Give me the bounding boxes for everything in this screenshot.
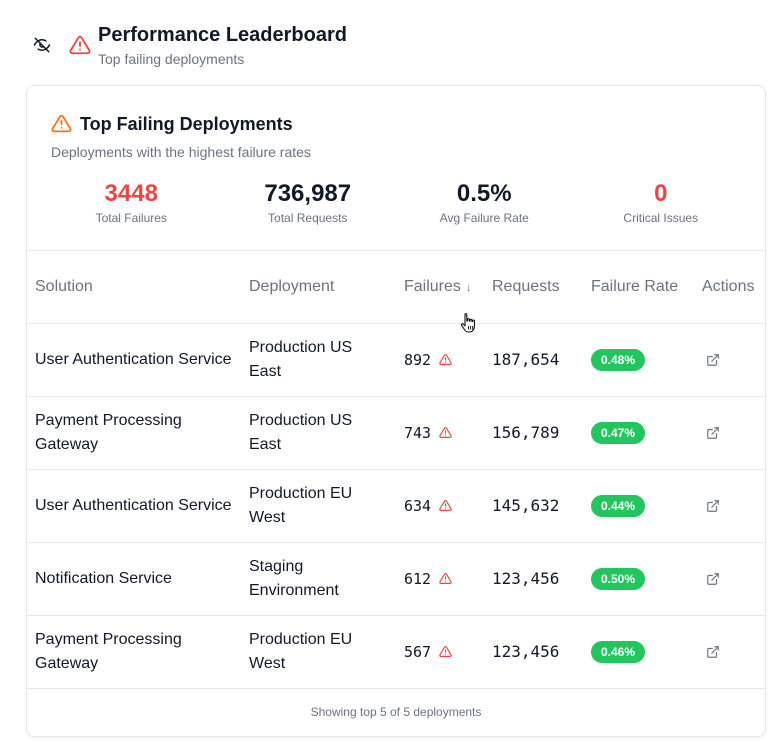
cell-failures: 612 (396, 542, 484, 616)
failures-value: 567 (404, 642, 432, 661)
card-title: Top Failing Deployments (80, 114, 293, 134)
failures-value: 743 (404, 423, 432, 442)
table-row[interactable]: User Authentication Service Production E… (27, 469, 765, 543)
cell-deployment: Production US East (241, 396, 396, 470)
failure-rate-badge: 0.48% (591, 349, 646, 371)
eye-off-icon[interactable] (33, 36, 51, 54)
cell-requests: 123,456 (484, 542, 583, 616)
cell-failures: 892 (396, 323, 484, 397)
failure-rate-badge: 0.44% (591, 495, 646, 517)
cell-deployment: Staging Environment (241, 542, 396, 616)
external-link-icon[interactable] (706, 645, 720, 659)
stat-value: 0.5% (456, 180, 512, 207)
column-header-failure-rate[interactable]: Failure Rate (583, 250, 694, 324)
stat-value: 736,987 (264, 180, 352, 207)
card-subtitle: Deployments with the highest failure rat… (51, 144, 311, 160)
cell-failures: 743 (396, 396, 484, 470)
column-header-solution[interactable]: Solution (27, 250, 241, 324)
table-header-row: Solution Deployment Failures ↓ Requests F… (27, 250, 765, 324)
alert-triangle-icon (69, 35, 91, 55)
cell-failure-rate: 0.46% (583, 615, 694, 689)
page-title: Performance Leaderboard (98, 24, 347, 46)
failure-rate-badge: 0.47% (591, 422, 646, 444)
leaderboard-card: Top Failing Deployments Deployments with… (26, 85, 766, 737)
table-row[interactable]: Payment Processing Gateway Production US… (27, 396, 765, 470)
table-row[interactable]: Payment Processing Gateway Production EU… (27, 615, 765, 689)
cell-requests: 156,789 (484, 396, 583, 470)
alert-triangle-icon (439, 427, 452, 438)
summary-stats: 3448 Total Failures 736,987 Total Reques… (43, 180, 749, 230)
external-link-icon[interactable] (706, 353, 720, 367)
table-footer: Showing top 5 of 5 deployments (310, 705, 482, 719)
external-link-icon[interactable] (706, 572, 720, 586)
column-header-failures[interactable]: Failures ↓ (396, 250, 484, 324)
cell-actions (694, 542, 765, 616)
column-header-deployment[interactable]: Deployment (241, 250, 396, 324)
sort-desc-icon: ↓ (465, 281, 472, 294)
stat-label: Avg Failure Rate (439, 211, 529, 225)
stat-total-requests: 736,987 Total Requests (220, 180, 397, 230)
alert-triangle-icon (439, 646, 452, 657)
column-header-actions: Actions (694, 250, 765, 324)
cell-solution: Notification Service (27, 542, 241, 616)
cell-actions (694, 323, 765, 397)
cell-failure-rate: 0.47% (583, 396, 694, 470)
stat-value: 3448 (104, 180, 158, 207)
cell-deployment: Production EU West (241, 615, 396, 689)
table-row[interactable]: User Authentication Service Production U… (27, 323, 765, 397)
cell-actions (694, 396, 765, 470)
cell-failures: 567 (396, 615, 484, 689)
table-row[interactable]: Notification Service Staging Environment… (27, 542, 765, 616)
failures-value: 892 (404, 350, 432, 369)
stat-avg-failure-rate: 0.5% Avg Failure Rate (396, 180, 573, 230)
cell-failure-rate: 0.50% (583, 542, 694, 616)
external-link-icon[interactable] (706, 499, 720, 513)
stat-label: Total Failures (95, 211, 167, 225)
failure-rate-badge: 0.50% (591, 568, 646, 590)
column-header-requests[interactable]: Requests (484, 250, 583, 324)
stat-critical-issues: 0 Critical Issues (573, 180, 750, 230)
cell-actions (694, 469, 765, 543)
warning-icon (51, 114, 72, 133)
stat-label: Total Requests (268, 211, 348, 225)
failures-value: 634 (404, 496, 432, 515)
cell-failure-rate: 0.44% (583, 469, 694, 543)
cell-deployment: Production EU West (241, 469, 396, 543)
cell-solution: User Authentication Service (27, 323, 241, 397)
cell-actions (694, 615, 765, 689)
external-link-icon[interactable] (706, 426, 720, 440)
stat-total-failures: 3448 Total Failures (43, 180, 220, 230)
cell-requests: 145,632 (484, 469, 583, 543)
column-header-label: Failures (404, 277, 461, 295)
cell-deployment: Production US East (241, 323, 396, 397)
cell-solution: Payment Processing Gateway (27, 615, 241, 689)
deployments-table: Solution Deployment Failures ↓ Requests F… (27, 250, 765, 689)
failure-rate-badge: 0.46% (591, 641, 646, 663)
cell-solution: Payment Processing Gateway (27, 396, 241, 470)
failures-value: 612 (404, 569, 432, 588)
cell-solution: User Authentication Service (27, 469, 241, 543)
alert-triangle-icon (439, 573, 452, 584)
cell-failure-rate: 0.48% (583, 323, 694, 397)
stat-value: 0 (654, 180, 668, 207)
alert-triangle-icon (439, 354, 452, 365)
cell-requests: 123,456 (484, 615, 583, 689)
cell-failures: 634 (396, 469, 484, 543)
page-subtitle: Top failing deployments (98, 51, 245, 67)
hand-pointer-cursor-icon (460, 313, 475, 333)
cell-requests: 187,654 (484, 323, 583, 397)
stat-label: Critical Issues (623, 211, 699, 225)
alert-triangle-icon (439, 500, 452, 511)
